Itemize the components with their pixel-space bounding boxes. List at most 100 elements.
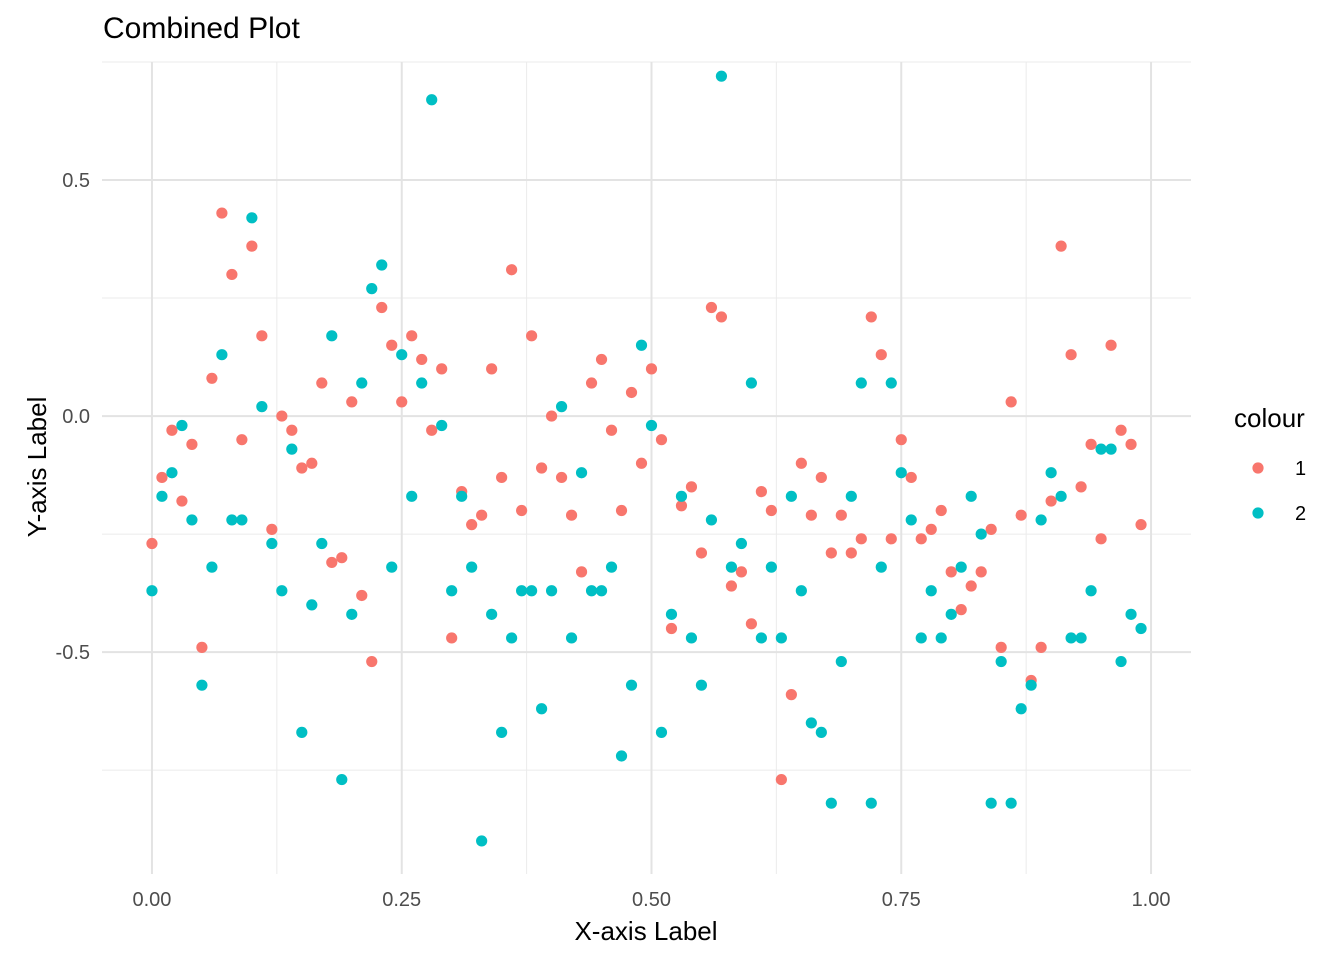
series-2-point xyxy=(216,349,228,361)
series-2-point xyxy=(845,490,857,502)
x-tick-label: 0.25 xyxy=(382,889,421,911)
series-1-point xyxy=(945,566,957,578)
series-2-point xyxy=(665,608,678,620)
series-2-point xyxy=(326,330,338,342)
series-1-point xyxy=(655,434,668,446)
x-tick-label: 0.75 xyxy=(882,889,921,911)
y-axis-ticks: -0.5 0.0 0.5 xyxy=(56,170,90,664)
series-2-point xyxy=(436,419,448,432)
series-2-point xyxy=(825,797,837,809)
series-2-point xyxy=(1065,632,1077,644)
legend-items: 12 xyxy=(1252,458,1306,525)
series-2-point xyxy=(386,561,398,573)
series-1-point xyxy=(865,311,877,323)
series-1-point xyxy=(965,580,977,592)
series-1-point xyxy=(625,386,638,399)
series-2-point xyxy=(855,377,867,389)
series-1-point xyxy=(206,372,218,384)
series-1-point xyxy=(1055,240,1067,252)
series-1-point xyxy=(296,462,308,474)
series-2-point xyxy=(406,490,418,502)
series-1-point xyxy=(486,363,498,375)
legend-title: colour xyxy=(1234,403,1305,433)
series-2-point xyxy=(605,561,618,573)
series-1-point xyxy=(615,504,628,517)
series-2-point xyxy=(296,726,308,738)
series-1-point xyxy=(1095,533,1107,545)
series-2-point xyxy=(416,377,428,389)
series-2-point xyxy=(615,750,628,762)
series-1-point xyxy=(156,471,168,484)
series-1-point xyxy=(526,330,538,342)
series-2-point xyxy=(1045,467,1057,479)
series-1-point xyxy=(346,396,358,408)
series-1-point xyxy=(146,537,158,550)
series-2-point xyxy=(535,703,548,715)
series-2-point xyxy=(206,561,218,573)
series-2-point xyxy=(156,490,168,502)
series-2-point xyxy=(1095,443,1107,455)
series-1-point xyxy=(426,424,438,436)
series-2-point xyxy=(815,726,827,738)
series-2-point xyxy=(945,608,957,620)
legend-label-1: 1 xyxy=(1295,458,1306,480)
series-1-point xyxy=(466,519,478,531)
series-1-point xyxy=(835,509,847,521)
series-1-point xyxy=(386,339,398,351)
series-2-point xyxy=(875,561,887,573)
series-2-point xyxy=(785,490,797,502)
x-axis-label: X-axis Label xyxy=(574,916,717,946)
series-2-point xyxy=(1135,622,1147,635)
series-1-point xyxy=(216,207,228,219)
series-2-point xyxy=(985,797,997,809)
series-1-point xyxy=(1015,509,1027,521)
series-2-point xyxy=(995,655,1007,668)
series-2-point xyxy=(725,561,738,573)
series-1-point xyxy=(785,689,797,701)
series-2-point xyxy=(506,632,518,644)
series-1-point xyxy=(276,410,288,422)
series-1-point xyxy=(406,330,418,342)
series-2-point xyxy=(266,537,278,550)
y-tick-label: -0.5 xyxy=(56,642,90,664)
x-tick-label: 0.00 xyxy=(132,889,171,911)
series-1-point xyxy=(356,589,368,602)
series-1-point xyxy=(585,377,598,389)
series-2-point xyxy=(1105,443,1117,455)
series-1-point xyxy=(236,434,248,446)
legend-key-2 xyxy=(1252,507,1264,519)
series-2-point xyxy=(466,561,478,573)
grid-minor xyxy=(102,61,1191,874)
series-2-point xyxy=(625,679,638,691)
series-1-point xyxy=(286,424,298,436)
series-1-point xyxy=(416,353,428,366)
series-2-point xyxy=(246,212,258,224)
series-1-point xyxy=(1035,641,1047,653)
series-1-point xyxy=(1105,339,1117,351)
series-2-point xyxy=(575,467,588,479)
series-2-point xyxy=(675,490,688,502)
series-2-point xyxy=(306,599,318,611)
series-2-point xyxy=(565,632,578,644)
series-1-point xyxy=(975,566,987,578)
series-1-point xyxy=(1065,349,1077,361)
series-2-point xyxy=(645,419,658,432)
series-2-point xyxy=(965,490,977,502)
series-2-point xyxy=(1075,632,1087,644)
series-1-point xyxy=(166,424,178,436)
series-1-point xyxy=(765,504,777,517)
series-2-point xyxy=(346,608,358,620)
series-1-point xyxy=(186,438,198,450)
legend-label-2: 2 xyxy=(1295,503,1306,525)
series-2-point xyxy=(476,835,488,847)
series-2-point xyxy=(715,70,728,82)
series-2-point xyxy=(955,561,967,573)
series-2-point xyxy=(635,339,648,351)
legend: colour 12 xyxy=(1234,403,1306,525)
series-1-point xyxy=(555,471,568,484)
y-tick-label: 0.0 xyxy=(62,406,90,428)
series-2-point xyxy=(336,773,348,786)
series-2-point xyxy=(456,490,468,502)
series-1-point xyxy=(775,773,787,786)
series-2-point xyxy=(695,679,708,691)
